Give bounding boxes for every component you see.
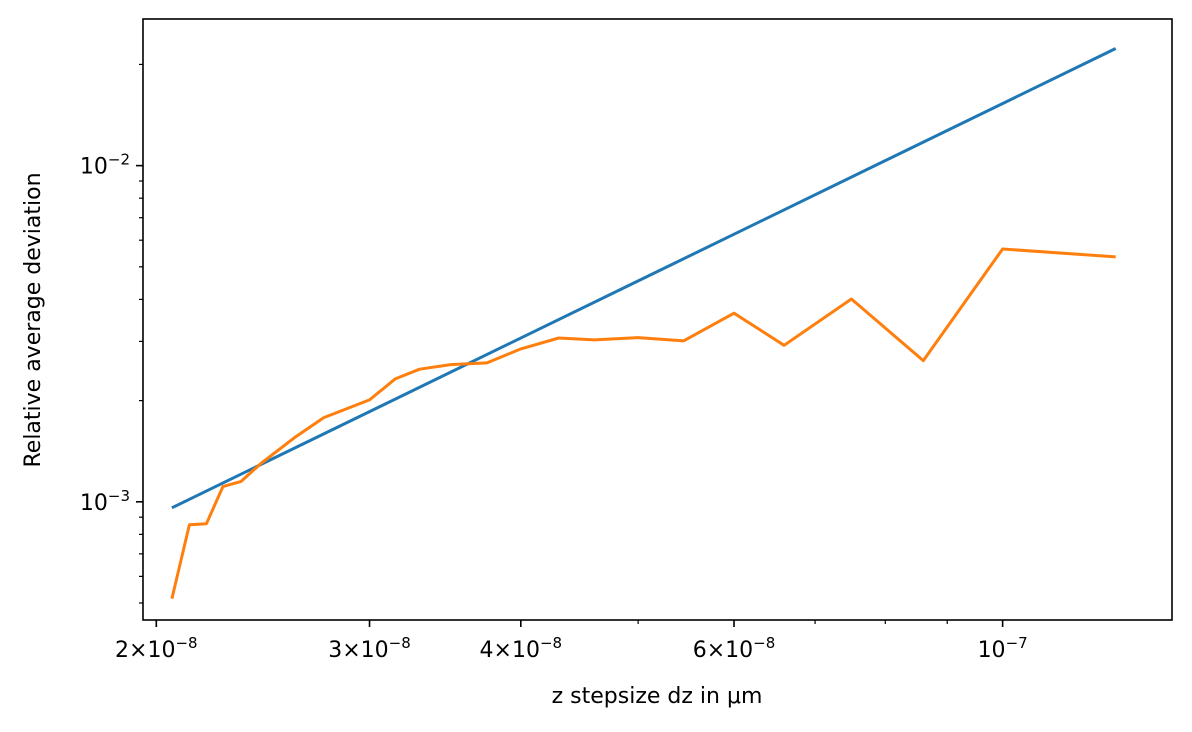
series-line-2 bbox=[170, 247, 1116, 600]
x-tick-label: 2×10−8 bbox=[115, 634, 198, 663]
x-tick-label: 4×10−8 bbox=[480, 634, 563, 663]
y-tick-label: 10−2 bbox=[80, 151, 130, 180]
tick-layer: 2×10−8 3×10−8 4×10−8 6×10−8 10−7 10−3 10−2 bbox=[80, 63, 1028, 663]
x-tick-label: 3×10−8 bbox=[328, 634, 411, 663]
y-tick-label: 10−3 bbox=[80, 487, 130, 516]
x-tick-label: 10−7 bbox=[978, 634, 1028, 663]
x-axis-label: z stepsize dz in μm bbox=[552, 684, 763, 709]
series-line-1 bbox=[171, 47, 1117, 510]
plot-frame bbox=[142, 18, 1173, 621]
x-tick-label: 6×10−8 bbox=[693, 634, 776, 663]
y-axis-label: Relative average deviation bbox=[21, 172, 46, 467]
series-layer bbox=[170, 47, 1117, 600]
